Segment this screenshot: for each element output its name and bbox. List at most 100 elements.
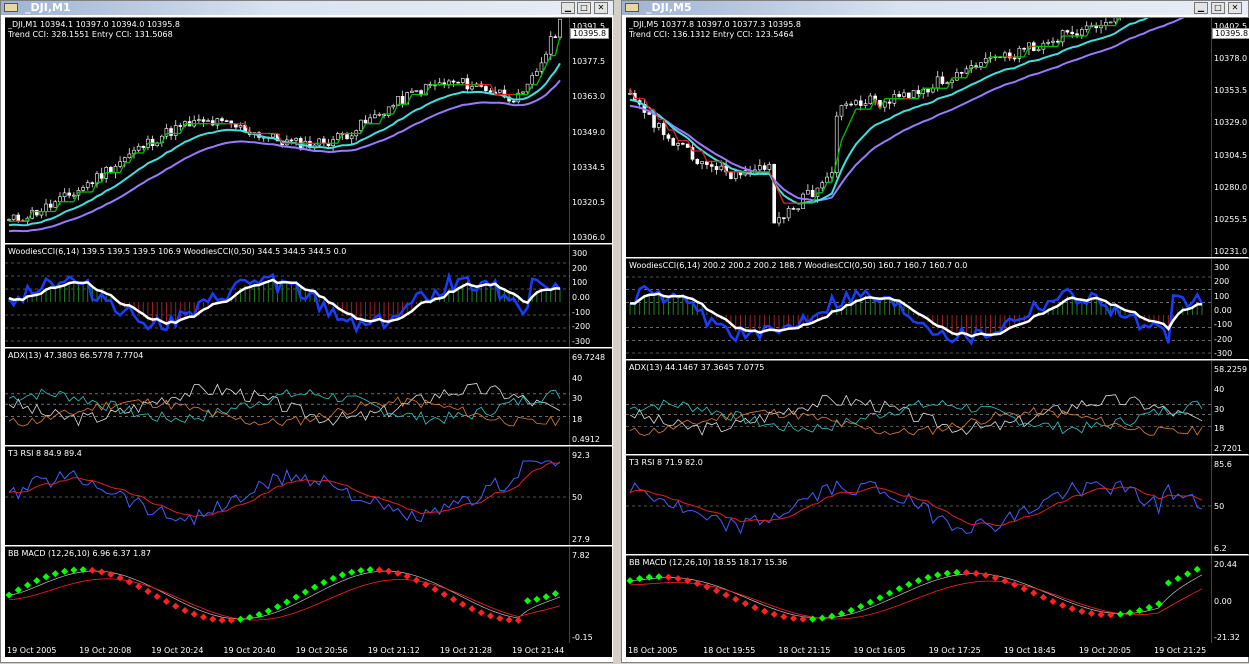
maximize-button[interactable]: □ (577, 2, 591, 14)
price-scale-rsi[interactable]: 85.6 50 6.2 (1212, 456, 1249, 554)
candle (733, 170, 738, 179)
plot-rsi (5, 447, 570, 545)
trend-line (946, 77, 953, 89)
cci-fast-line (629, 284, 1204, 346)
trend-line (821, 182, 828, 194)
maximize-button[interactable]: □ (1211, 2, 1225, 14)
macd-dot (5, 591, 13, 599)
price-scale-main[interactable]: 10402.5 10378.0 10353.5 10329.0 10304.5 10280… (1212, 18, 1249, 257)
trend-line (845, 119, 852, 131)
pane-cci[interactable]: WoodiesCCI(6,14) 200.2 200.2 200.2 188.7… (626, 258, 1249, 359)
macd-dot (1184, 570, 1192, 578)
time-axis[interactable]: 19 Oct 2005 19 Oct 20:08 19 Oct 20:24 19 Oc… (5, 643, 612, 657)
pane-rsi[interactable]: T3 RSI 8 84.9 89.4 92.3 50 27.9 (5, 446, 612, 545)
price-scale-macd[interactable]: 20.44 0.00 -21.32 (1212, 556, 1249, 643)
window-titlebar[interactable]: _DJI,M1 ▁ □ ✕ (1, 1, 613, 15)
minimize-button[interactable]: ▁ (1194, 2, 1208, 14)
pane-adx[interactable]: ADX(13) 47.3803 66.5778 7.7704 69.7248 40 3… (5, 348, 612, 445)
vertical-scrollbar[interactable] (613, 15, 615, 664)
trend-line (554, 35, 561, 56)
scale-tick: 2.7201 (1214, 444, 1242, 453)
time-tick: 19 Oct 20:56 (295, 646, 348, 655)
close-button[interactable]: ✕ (1228, 2, 1242, 14)
macd-dot (1001, 577, 1009, 585)
time-tick: 18 Oct 19:55 (703, 646, 756, 655)
price-scale-main[interactable]: 10391.5 10377.5 10363.0 10349.0 10334.5 10320… (570, 18, 612, 243)
candle (887, 101, 892, 104)
window-titlebar[interactable]: _DJI,M5 ▁ □ ✕ (622, 1, 1248, 15)
pane-rsi[interactable]: T3 RSI 8 71.9 82.0 85.6 50 6.2 (626, 455, 1249, 554)
time-tick: 19 Oct 21:28 (439, 646, 492, 655)
candle (178, 125, 183, 127)
candle (911, 90, 916, 98)
scale-tick: -0.15 (572, 633, 593, 642)
price-scale-adx[interactable]: 58.2259 40 30 18 2.7201 (1212, 361, 1249, 454)
candle (974, 65, 978, 67)
pane-cci[interactable]: WoodiesCCI(6,14) 139.5 139.5 139.5 106.9… (5, 244, 612, 347)
minimize-button[interactable]: ▁ (561, 2, 575, 14)
macd-dot (1030, 589, 1038, 597)
chart-window-m5[interactable]: _DJI,M5 ▁ □ ✕ _DJI,M5 10377.8 10397.0 10… (621, 0, 1249, 663)
scale-tick: 10377.5 (572, 57, 606, 67)
price-scale-cci[interactable]: 300 200 100 0.00 -100 -200 -300 (570, 245, 612, 347)
candle (849, 103, 853, 106)
price-scale-macd[interactable]: 7.82 -0.15 (570, 547, 612, 643)
scale-tick: 10402.5 (1214, 22, 1248, 31)
pane-adx[interactable]: ADX(13) 44.1467 37.3645 7.0775 58.2259 40 3… (626, 360, 1249, 454)
macd-dot (972, 569, 980, 578)
candle (447, 80, 451, 85)
candle (839, 105, 844, 117)
time-axis[interactable]: 18 Oct 2005 18 Oct 19:55 18 Oct 21:15 19 Oc… (626, 643, 1249, 657)
macd-dot (1164, 579, 1172, 587)
macd-dot (551, 590, 559, 598)
candle (368, 117, 372, 124)
macd-dot (1087, 609, 1095, 617)
candle (553, 36, 558, 38)
candle (215, 118, 220, 126)
macd-dot (789, 614, 797, 622)
macd-dot (412, 576, 420, 584)
candle (1003, 52, 1007, 58)
plot-cci (626, 259, 1212, 359)
chart-window-m1[interactable]: _DJI,M1 ▁ □ ✕ _DJI,M1 10394.1 10397.0 10… (0, 0, 615, 664)
macd-dot (982, 571, 990, 579)
candle (372, 114, 377, 119)
scale-tick: 20.44 (1214, 560, 1237, 569)
pane-macd[interactable]: BB MACD (12,26,10) 18.55 18.17 15.36 20.4… (626, 555, 1249, 643)
macd-dot (70, 566, 78, 574)
scale-tick: 300 (572, 249, 588, 258)
scale-tick: -100 (572, 307, 591, 317)
macd-dot (98, 568, 106, 576)
trend-line (101, 172, 107, 183)
macd-dot (1039, 593, 1047, 601)
macd-dot (320, 578, 328, 587)
trend-line (337, 133, 343, 144)
candle (820, 182, 825, 189)
plot-adx (5, 349, 570, 445)
price-scale-rsi[interactable]: 92.3 50 27.9 (570, 447, 612, 545)
trend-line (378, 113, 385, 125)
price-scale-adx[interactable]: 69.7248 40 30 18 0.4912 (570, 349, 612, 445)
macd-dot (636, 575, 644, 583)
macd-dot (88, 566, 96, 574)
macd-dot (125, 578, 133, 586)
pane-macd[interactable]: BB MACD (12,26,10) 6.96 6.37 1.87 7.82 -0.… (5, 546, 612, 643)
ma-slow-line (629, 18, 1185, 202)
candle (959, 72, 964, 74)
trend-line (653, 108, 660, 120)
price-scale-cci[interactable]: 300 200 100 0.00 -100 -200 -300 (1212, 259, 1249, 359)
candle (210, 120, 215, 126)
pane-main[interactable]: _DJI,M1 10394.1 10397.0 10394.0 10395.8 T… (5, 17, 612, 243)
adx-line (629, 394, 1203, 436)
pane-main[interactable]: _DJI,M5 10377.8 10397.0 10377.3 10395.8 T… (626, 17, 1249, 257)
candle (767, 164, 772, 170)
candle (99, 173, 104, 179)
macd-band-line (8, 578, 561, 621)
close-button[interactable]: ✕ (594, 2, 608, 14)
candle (359, 119, 363, 131)
macd-dot (153, 592, 161, 601)
trend-line (869, 98, 876, 110)
plot-cci (5, 245, 570, 347)
candle (700, 161, 704, 164)
candle (777, 217, 781, 224)
